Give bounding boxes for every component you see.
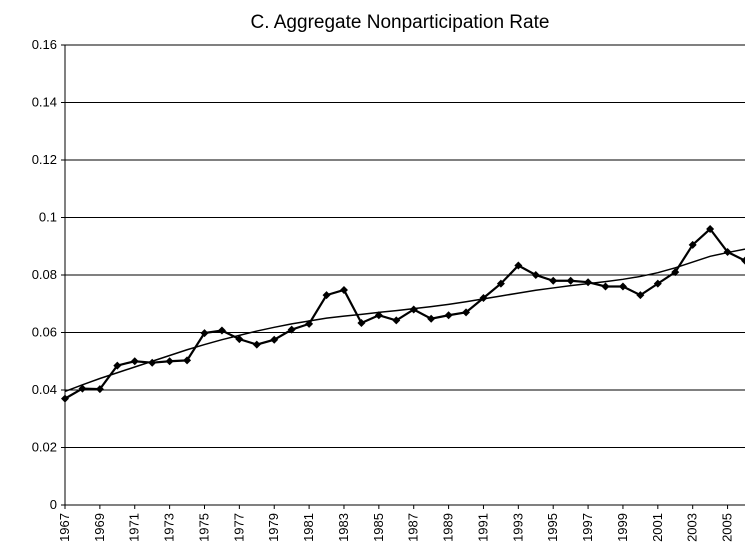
marker [130, 357, 139, 366]
marker [61, 394, 69, 403]
marker [165, 357, 174, 366]
marker [183, 356, 192, 365]
marker [444, 311, 453, 320]
x-tick-label: 1973 [162, 513, 177, 542]
x-tick-label: 1995 [545, 513, 560, 542]
y-tick-label: 0.04 [32, 382, 57, 397]
x-tick-label: 1989 [441, 513, 456, 542]
y-tick-label: 0.08 [32, 267, 57, 282]
x-tick-label: 1991 [475, 513, 490, 542]
marker [270, 335, 279, 344]
marker [549, 276, 558, 285]
marker [78, 384, 87, 393]
marker [252, 340, 261, 349]
marker [496, 279, 505, 288]
x-tick-label: 1967 [57, 513, 72, 542]
x-tick-label: 1985 [371, 513, 386, 542]
marker [514, 261, 523, 270]
x-tick-label: 1971 [127, 513, 142, 542]
x-tick-label: 1969 [92, 513, 107, 542]
x-tick-label: 1981 [301, 513, 316, 542]
marker [636, 291, 645, 300]
marker [322, 291, 331, 300]
y-tick-label: 0.12 [32, 152, 57, 167]
x-tick-label: 1983 [336, 513, 351, 542]
x-tick-label: 1999 [615, 513, 630, 542]
marker [462, 308, 471, 317]
chart-title: C. Aggregate Nonparticipation Rate [251, 12, 550, 33]
x-tick-label: 1977 [231, 513, 246, 542]
y-tick-label: 0.02 [32, 440, 57, 455]
marker [409, 305, 418, 314]
marker [113, 361, 122, 370]
x-tick-label: 1979 [266, 513, 281, 542]
marker [235, 335, 244, 344]
x-tick-label: 2003 [685, 513, 700, 542]
trend-line [64, 248, 745, 393]
y-tick-label: 0.1 [39, 210, 57, 225]
y-tick-label: 0 [50, 497, 57, 512]
marker [531, 271, 540, 279]
x-tick-label: 1987 [406, 513, 421, 542]
x-tick-label: 2001 [650, 513, 665, 542]
marker [427, 314, 436, 323]
marker [601, 282, 610, 291]
marker [584, 278, 593, 287]
marker [357, 319, 366, 328]
marker [217, 326, 226, 335]
marker [566, 276, 575, 285]
marker [339, 285, 348, 294]
x-tick-label: 1997 [580, 513, 595, 542]
x-tick-label: 2005 [720, 513, 735, 542]
y-tick-label: 0.06 [32, 325, 57, 340]
marker [653, 279, 662, 288]
marker [479, 294, 488, 302]
marker [392, 316, 401, 325]
marker [688, 240, 697, 249]
y-tick-label: 0.16 [32, 37, 57, 52]
data-line [64, 227, 745, 400]
marker [618, 282, 627, 291]
marker [706, 225, 715, 233]
y-tick-label: 0.14 [32, 95, 57, 110]
marker [671, 268, 680, 277]
x-tick-label: 1993 [510, 513, 525, 542]
marker [741, 256, 745, 265]
marker [287, 325, 296, 334]
x-tick-label: 1975 [196, 513, 211, 542]
marker [95, 385, 104, 394]
marker [200, 329, 209, 338]
